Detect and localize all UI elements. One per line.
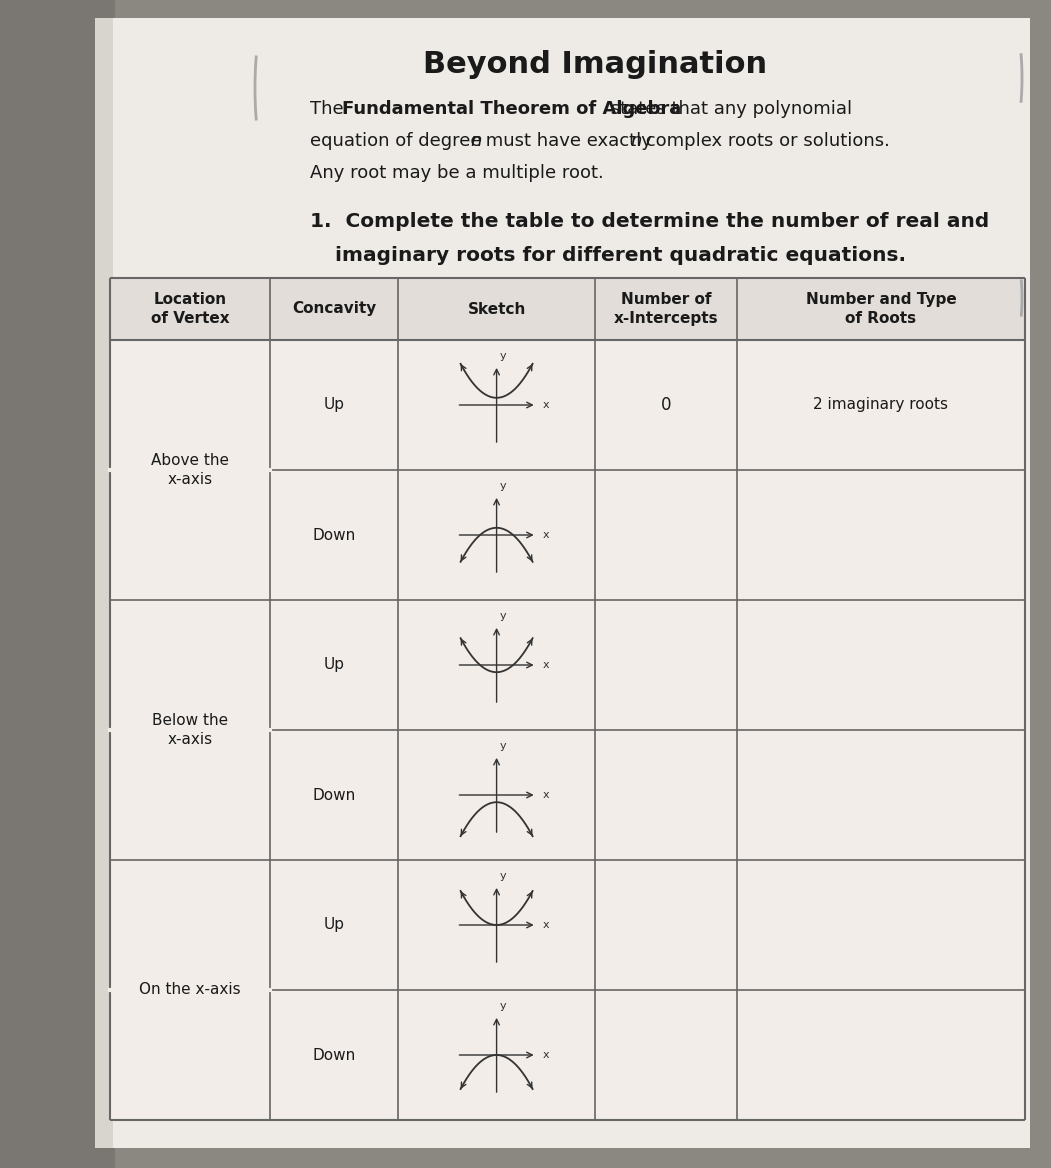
Text: Sketch: Sketch bbox=[468, 301, 526, 317]
Text: Number of
x-Intercepts: Number of x-Intercepts bbox=[614, 292, 718, 326]
Text: Location
of Vertex: Location of Vertex bbox=[150, 292, 229, 326]
Text: On the x-axis: On the x-axis bbox=[139, 982, 241, 997]
Text: Up: Up bbox=[324, 397, 345, 412]
Bar bbox=[110, 278, 1025, 1120]
Text: must have exactly: must have exactly bbox=[480, 132, 658, 150]
Bar bbox=[0, 0, 115, 1168]
Text: Fundamental Theorem of Algebra: Fundamental Theorem of Algebra bbox=[342, 100, 681, 118]
Text: states that any polynomial: states that any polynomial bbox=[605, 100, 852, 118]
Bar bbox=[95, 18, 1030, 1148]
Text: Above the
x-axis: Above the x-axis bbox=[151, 453, 229, 487]
Text: complex roots or solutions.: complex roots or solutions. bbox=[640, 132, 890, 150]
Text: x: x bbox=[542, 920, 550, 930]
Bar bbox=[95, 18, 114, 1148]
Text: 1.  Complete the table to determine the number of real and: 1. Complete the table to determine the n… bbox=[310, 213, 989, 231]
Text: Down: Down bbox=[312, 528, 356, 542]
Bar bbox=[110, 278, 1025, 340]
Text: y: y bbox=[499, 352, 507, 361]
Text: y: y bbox=[499, 481, 507, 491]
Text: Up: Up bbox=[324, 918, 345, 932]
Text: y: y bbox=[499, 871, 507, 881]
Text: The: The bbox=[310, 100, 349, 118]
Text: y: y bbox=[499, 741, 507, 751]
Text: 2 imaginary roots: 2 imaginary roots bbox=[813, 397, 948, 412]
Text: Number and Type
of Roots: Number and Type of Roots bbox=[805, 292, 956, 326]
Text: Concavity: Concavity bbox=[292, 301, 376, 317]
Text: Up: Up bbox=[324, 658, 345, 673]
Text: n: n bbox=[630, 132, 641, 150]
Text: x: x bbox=[542, 660, 550, 670]
Text: y: y bbox=[499, 611, 507, 621]
Text: 0: 0 bbox=[661, 396, 672, 413]
Text: Any root may be a multiple root.: Any root may be a multiple root. bbox=[310, 164, 603, 182]
Text: equation of degree: equation of degree bbox=[310, 132, 488, 150]
Text: imaginary roots for different quadratic equations.: imaginary roots for different quadratic … bbox=[335, 246, 906, 265]
Text: x: x bbox=[542, 399, 550, 410]
Text: Down: Down bbox=[312, 1048, 356, 1063]
Text: x: x bbox=[542, 1050, 550, 1061]
Text: y: y bbox=[499, 1001, 507, 1011]
Text: Beyond Imagination: Beyond Imagination bbox=[423, 50, 767, 79]
Text: Down: Down bbox=[312, 787, 356, 802]
Text: x: x bbox=[542, 790, 550, 800]
Text: Below the
x-axis: Below the x-axis bbox=[152, 712, 228, 748]
Text: n: n bbox=[470, 132, 481, 150]
Text: x: x bbox=[542, 530, 550, 540]
